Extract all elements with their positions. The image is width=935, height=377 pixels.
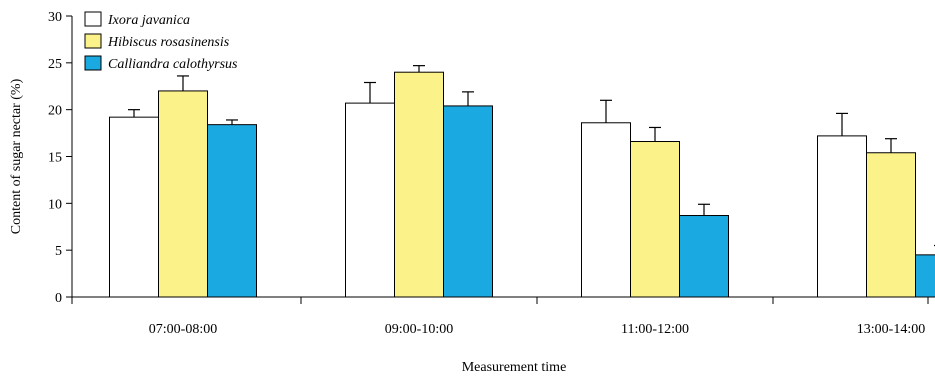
x-tick-label: 11:00-12:00 xyxy=(621,322,689,337)
y-tick-label: 30 xyxy=(48,10,62,25)
y-tick-label: 5 xyxy=(55,244,62,259)
y-tick-label: 20 xyxy=(48,104,62,119)
legend-label: Ixora javanica xyxy=(107,13,190,28)
x-tick-label: 09:00-10:00 xyxy=(385,322,453,337)
legend-label: Calliandra calothyrsus xyxy=(108,57,238,72)
x-axis-label: Measurement time xyxy=(462,360,567,375)
x-tick-label: 13:00-14:00 xyxy=(857,322,925,337)
bar xyxy=(582,123,631,297)
bar xyxy=(867,153,916,297)
bar xyxy=(444,106,493,297)
bar xyxy=(916,255,935,297)
x-ticks: 07:00-08:00 09:00-10:00 11:00-12:00 13:00-1… xyxy=(72,297,928,337)
legend-swatch xyxy=(85,56,101,70)
bars xyxy=(110,72,935,297)
bar xyxy=(395,72,444,297)
y-axis-label: Content of sugar nectar (%) xyxy=(9,78,24,234)
bar xyxy=(110,117,159,297)
y-ticks: 0 5 10 15 20 25 30 xyxy=(48,10,72,306)
legend-swatch xyxy=(85,34,101,48)
legend: Ixora javanica Hibiscus rosasinensis Calli… xyxy=(85,12,238,72)
bar xyxy=(680,216,729,297)
bar xyxy=(346,103,395,297)
bar xyxy=(818,136,867,297)
legend-swatch xyxy=(85,12,101,26)
y-tick-label: 15 xyxy=(48,151,62,166)
legend-label: Hibiscus rosasinensis xyxy=(107,35,230,50)
bar xyxy=(208,125,257,297)
x-tick-label: 07:00-08:00 xyxy=(149,322,217,337)
bar xyxy=(631,142,680,297)
bar xyxy=(159,91,208,297)
y-tick-label: 0 xyxy=(55,291,62,306)
y-tick-label: 10 xyxy=(48,197,62,212)
y-tick-label: 25 xyxy=(48,57,62,72)
